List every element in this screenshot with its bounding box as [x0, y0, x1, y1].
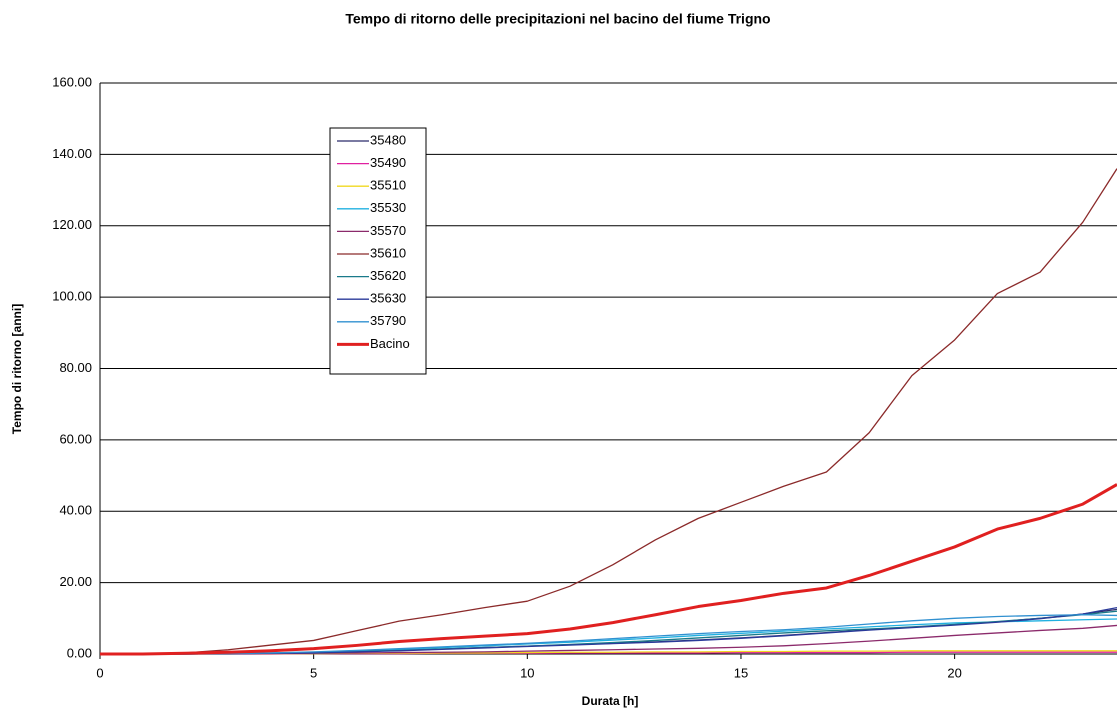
legend-label: 35630 — [370, 291, 406, 306]
x-tick-label: 20 — [947, 665, 961, 680]
legend: 35480 35490 35510 35530 35570 35610 35620 35630… — [329, 127, 427, 375]
line-series — [100, 168, 1117, 655]
y-tick-label: 40.00 — [59, 503, 92, 518]
y-tick-label: 160.00 — [52, 74, 92, 89]
y-tick-label: 80.00 — [59, 360, 92, 375]
y-tick-label: 120.00 — [52, 217, 92, 232]
y-tick-label: 20.00 — [59, 574, 92, 589]
legend-label: 35620 — [370, 268, 406, 283]
x-tick-label: 15 — [734, 665, 748, 680]
legend-label: 35490 — [370, 155, 406, 170]
x-axis-label: Durata [h] — [582, 694, 639, 708]
legend-label: 35790 — [370, 313, 406, 328]
x-tick-label: 0 — [96, 665, 103, 680]
legend-label: 35480 — [370, 132, 406, 147]
y-tick-label: 60.00 — [59, 431, 92, 446]
line-series — [100, 483, 1117, 656]
legend-label: Bacino — [370, 336, 410, 351]
line-series — [100, 614, 1117, 655]
x-tick-label: 10 — [520, 665, 534, 680]
y-tick-label: 0.00 — [67, 645, 92, 660]
legend-label: 35530 — [370, 200, 406, 215]
legend-label: 35610 — [370, 245, 406, 260]
chart-title: Tempo di ritorno delle precipitazioni ne… — [345, 11, 770, 27]
legend-label: 35570 — [370, 223, 406, 238]
x-tick-label: 5 — [310, 665, 317, 680]
legend-label: 35510 — [370, 178, 406, 193]
y-axis-label: Tempo di ritorno [anni] — [10, 304, 24, 434]
legend-box — [329, 127, 427, 375]
y-tick-label: 140.00 — [52, 146, 92, 161]
y-tick-label: 100.00 — [52, 289, 92, 304]
